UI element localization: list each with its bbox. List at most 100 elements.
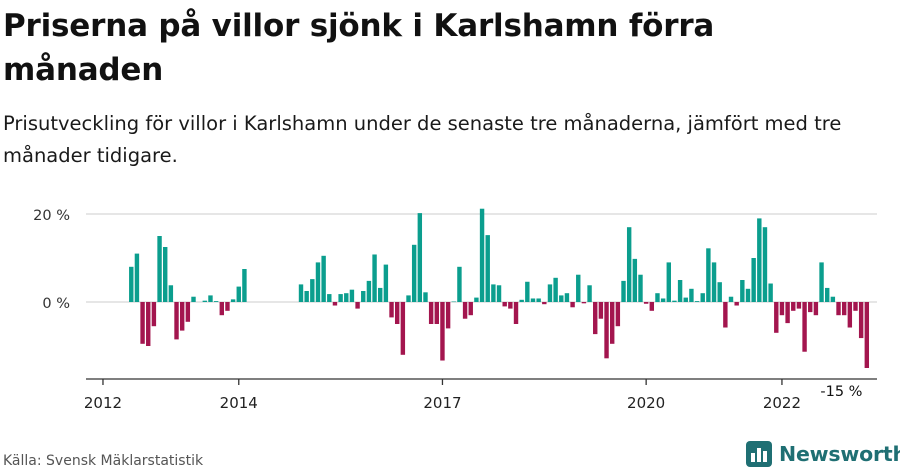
bar bbox=[355, 302, 360, 309]
bar bbox=[445, 302, 451, 329]
bar bbox=[502, 302, 507, 307]
bar bbox=[236, 286, 241, 302]
bar bbox=[400, 302, 406, 355]
bar bbox=[378, 287, 383, 302]
bar bbox=[547, 284, 553, 302]
bar bbox=[808, 302, 813, 313]
x-tick-label: 2022 bbox=[763, 394, 801, 412]
bar bbox=[230, 299, 236, 302]
bar bbox=[332, 302, 338, 306]
bar bbox=[508, 302, 513, 309]
bar bbox=[530, 298, 536, 302]
bar bbox=[542, 302, 547, 305]
value-annotation: -15 % bbox=[820, 384, 862, 400]
bar bbox=[694, 301, 700, 302]
bar bbox=[711, 262, 717, 302]
x-tick-label: 2017 bbox=[423, 394, 461, 412]
bar bbox=[587, 285, 592, 302]
bar bbox=[819, 262, 824, 302]
tick-labels: 0 % 20 % 2012 2014 2017 2020 2022 -15 % bbox=[33, 208, 862, 412]
bar bbox=[213, 301, 219, 302]
bar bbox=[163, 247, 168, 302]
bar bbox=[598, 302, 604, 319]
bar bbox=[660, 298, 666, 302]
bar bbox=[564, 293, 570, 302]
bar bbox=[179, 302, 185, 331]
bar bbox=[643, 302, 649, 304]
bar bbox=[366, 280, 372, 302]
bar bbox=[474, 297, 479, 302]
brand-logo[interactable]: Newsworthy bbox=[745, 440, 900, 468]
bar bbox=[525, 281, 530, 302]
bar bbox=[174, 302, 179, 340]
bar bbox=[151, 302, 157, 327]
bar bbox=[717, 282, 722, 302]
bar bbox=[757, 218, 762, 302]
bar bbox=[134, 253, 140, 302]
bar bbox=[372, 254, 377, 302]
bar bbox=[411, 244, 417, 302]
bar bbox=[830, 296, 836, 302]
bar bbox=[785, 302, 790, 324]
bar bbox=[666, 262, 671, 302]
bar bbox=[191, 296, 196, 302]
bar bbox=[485, 235, 490, 302]
bar-chart-icon bbox=[746, 441, 772, 467]
bar bbox=[593, 302, 598, 335]
bar bbox=[610, 302, 615, 344]
bar bbox=[689, 288, 694, 302]
bar bbox=[129, 266, 134, 302]
x-axis bbox=[86, 378, 877, 385]
bar bbox=[536, 298, 541, 302]
bar bbox=[462, 302, 468, 319]
bar bbox=[774, 302, 779, 333]
bar bbox=[327, 294, 332, 302]
bar bbox=[513, 302, 519, 324]
bar bbox=[146, 302, 151, 346]
bar bbox=[457, 266, 462, 302]
bar bbox=[570, 302, 575, 308]
bar bbox=[202, 300, 208, 302]
bar bbox=[604, 302, 609, 359]
bar bbox=[751, 258, 756, 302]
bar bbox=[383, 264, 389, 302]
bar bbox=[298, 284, 304, 302]
bar bbox=[389, 302, 394, 318]
bars bbox=[129, 208, 870, 368]
x-tick-label: 2020 bbox=[627, 394, 665, 412]
bar bbox=[417, 213, 423, 302]
bar bbox=[581, 302, 587, 304]
bar bbox=[847, 302, 853, 328]
bar bbox=[208, 295, 213, 302]
bar bbox=[745, 288, 751, 302]
brand-name: Newsworthy bbox=[779, 442, 900, 466]
bar bbox=[434, 302, 439, 324]
bar bbox=[519, 299, 524, 302]
bar bbox=[344, 293, 349, 302]
bar bbox=[185, 302, 191, 322]
bar bbox=[723, 302, 728, 328]
bar bbox=[626, 227, 632, 302]
bar bbox=[349, 289, 355, 302]
x-tick-label: 2014 bbox=[220, 394, 258, 412]
bar bbox=[225, 302, 230, 311]
bar bbox=[168, 285, 174, 302]
bar bbox=[706, 248, 711, 302]
y-tick-label: 0 % bbox=[42, 296, 70, 312]
bar bbox=[468, 302, 473, 316]
source-note: Källa: Svensk Mäklarstatistik bbox=[3, 453, 204, 469]
bar bbox=[779, 302, 785, 316]
bar bbox=[853, 302, 858, 311]
bar bbox=[361, 291, 366, 302]
bar bbox=[491, 284, 496, 302]
bar bbox=[621, 280, 626, 302]
bar bbox=[451, 301, 456, 303]
bar bbox=[576, 274, 581, 302]
bar bbox=[768, 283, 773, 302]
bar bbox=[406, 295, 411, 302]
bar bbox=[440, 302, 445, 361]
bar bbox=[796, 302, 802, 309]
bar bbox=[683, 297, 688, 302]
bar bbox=[802, 302, 807, 352]
